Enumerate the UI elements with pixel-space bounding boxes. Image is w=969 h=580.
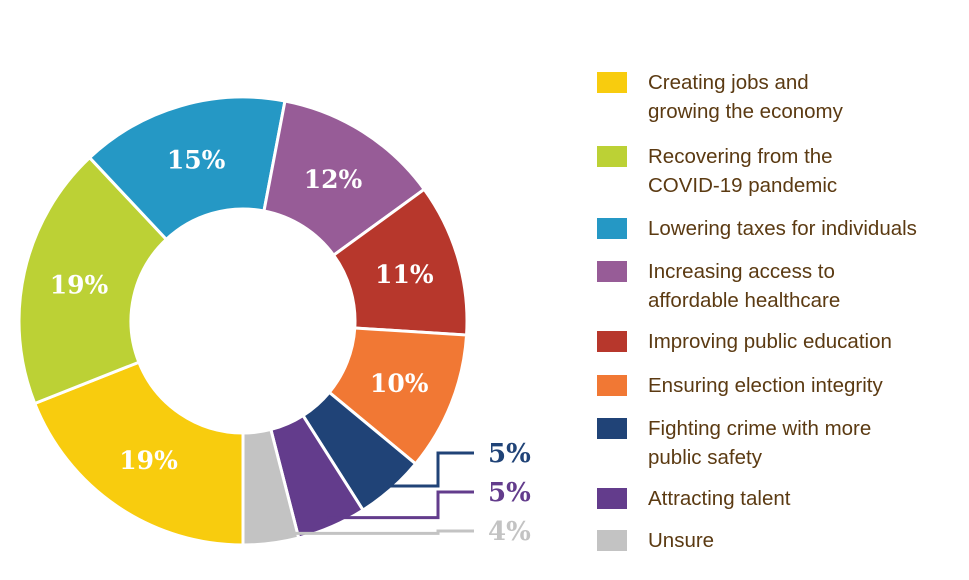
- legend-label-line: growing the economy: [648, 100, 843, 123]
- legend-label-line: Improving public education: [648, 330, 892, 353]
- slice-value-label: 19%: [119, 446, 178, 475]
- legend-label: Unsure: [648, 526, 714, 555]
- legend-label: Lowering taxes for individuals: [648, 214, 917, 243]
- legend-label: Creating jobs and growing the economy: [648, 68, 843, 126]
- legend-label-line: Increasing access to: [648, 260, 835, 283]
- legend-label: Increasing access to affordable healthcar…: [648, 257, 840, 315]
- slice-value-label: 5%: [488, 478, 531, 508]
- legend-swatch: [597, 418, 627, 439]
- legend-label: Improving public education: [648, 327, 892, 356]
- slice-value-label: 15%: [167, 146, 226, 175]
- legend-item: Attracting talent: [597, 484, 790, 513]
- legend-item: Unsure: [597, 526, 714, 555]
- legend-label: Attracting talent: [648, 484, 790, 513]
- legend-item: Ensuring election integrity: [597, 371, 883, 400]
- legend-label-line: Recovering from the: [648, 145, 833, 168]
- legend-label-line: Ensuring election integrity: [648, 374, 883, 397]
- legend-swatch: [597, 218, 627, 239]
- legend-label-line: COVID-19 pandemic: [648, 174, 838, 197]
- legend-item: Increasing access to affordable healthcar…: [597, 257, 840, 315]
- slice-value-label: 12%: [304, 165, 363, 194]
- legend-item: Improving public education: [597, 327, 892, 356]
- slice-value-label: 10%: [370, 369, 429, 398]
- legend-label-line: affordable healthcare: [648, 289, 841, 312]
- legend-label: Recovering from the COVID-19 pandemic: [648, 142, 837, 200]
- legend-item: Creating jobs and growing the economy: [597, 68, 843, 126]
- legend-label-line: Creating jobs and: [648, 71, 809, 94]
- leader-line: [327, 490, 474, 520]
- legend-swatch: [597, 530, 627, 551]
- leader-line: [383, 451, 474, 488]
- leader-line: [269, 529, 474, 535]
- legend-label-line: Lowering taxes for individuals: [648, 217, 917, 240]
- donut-slice-3: [87, 95, 287, 242]
- slice-value-label: 5%: [488, 439, 531, 469]
- legend-label-line: Fighting crime with more: [648, 417, 872, 440]
- legend-item: Lowering taxes for individuals: [597, 214, 917, 243]
- donut-slice-1: [32, 360, 245, 547]
- legend-label: Ensuring election integrity: [648, 371, 883, 400]
- donut-slice-2: [17, 155, 169, 406]
- slice-value-label: 11%: [375, 260, 434, 289]
- slice-value-label: 4%: [488, 517, 531, 547]
- legend-swatch: [597, 146, 627, 167]
- legend-label: Fighting crime with more public safety: [648, 414, 871, 472]
- legend-swatch: [597, 375, 627, 396]
- legend-label-line: public safety: [648, 446, 762, 469]
- legend-swatch: [597, 488, 627, 509]
- legend-swatch: [597, 331, 627, 352]
- legend-label-line: Attracting talent: [648, 487, 791, 510]
- legend-item: Recovering from the COVID-19 pandemic: [597, 142, 837, 200]
- donut-slice-9: [241, 427, 301, 547]
- slice-value-label: 19%: [50, 270, 109, 299]
- legend-item: Fighting crime with more public safety: [597, 414, 871, 472]
- legend-swatch: [597, 261, 627, 282]
- legend-label-line: Unsure: [648, 529, 715, 552]
- legend-swatch: [597, 72, 627, 93]
